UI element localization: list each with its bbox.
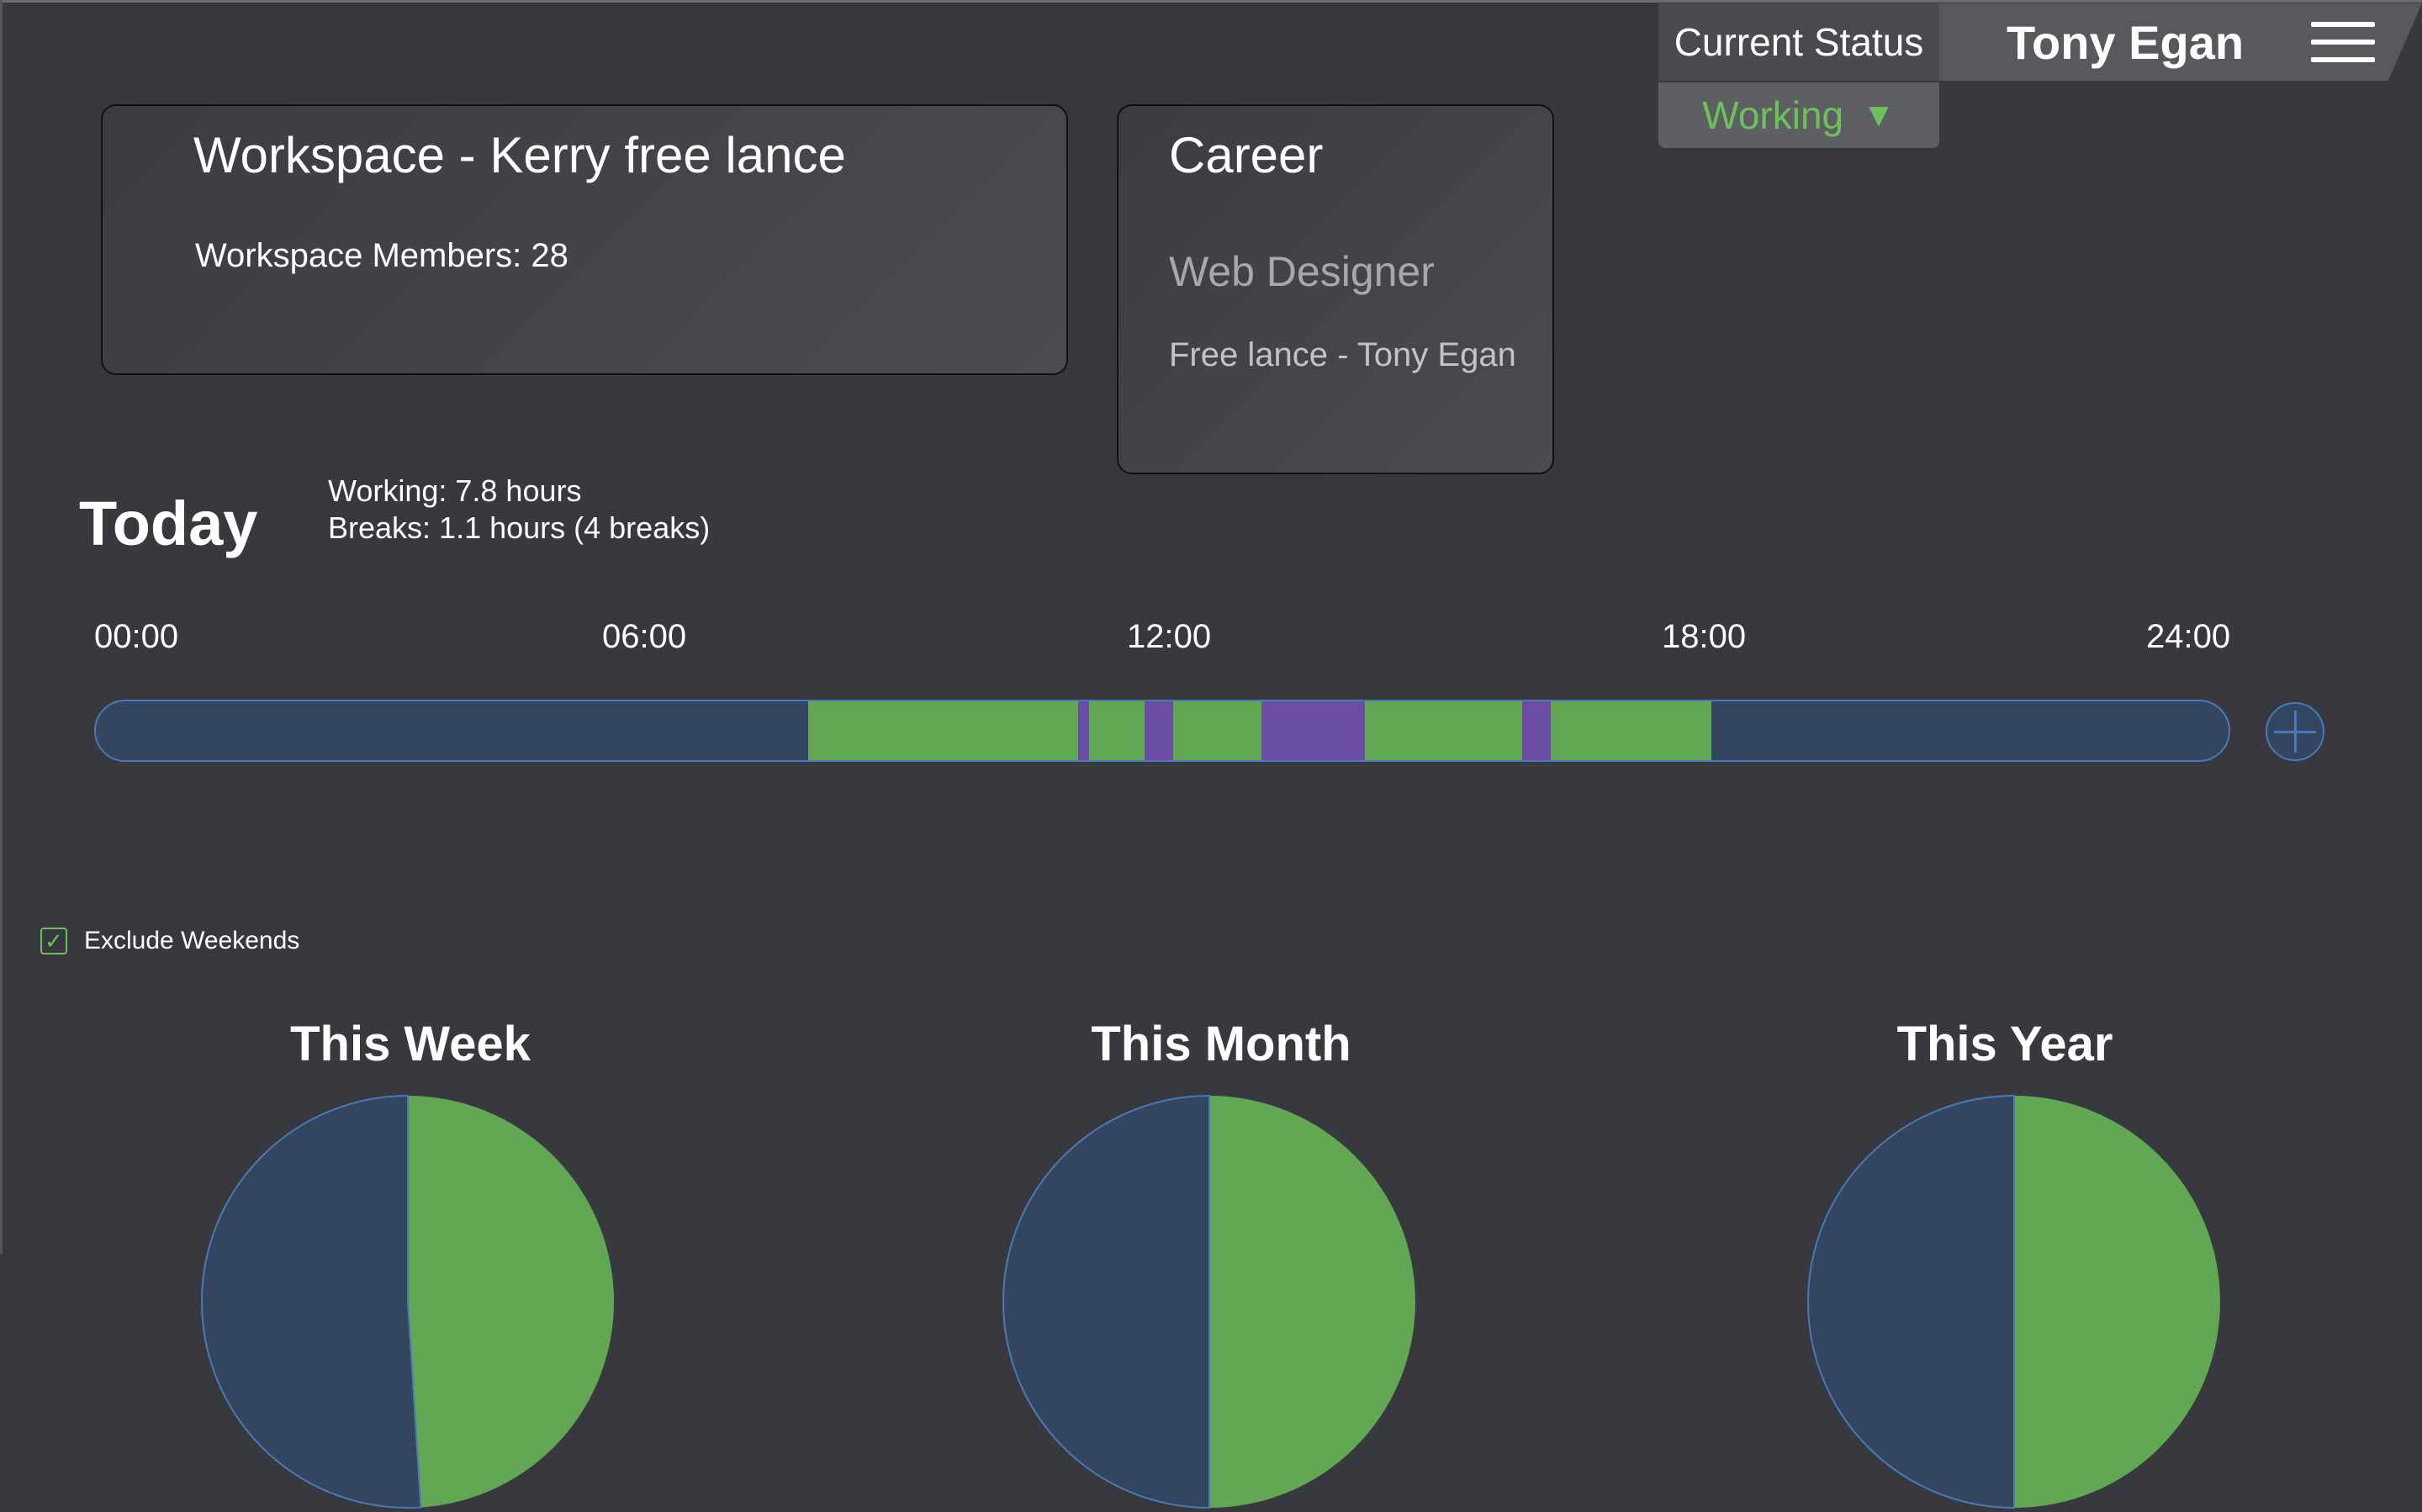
workspace-title: Workspace - Kerry free lance [193, 127, 846, 183]
exclude-weekends-label: Exclude Weekends [84, 927, 300, 954]
pie-slice-working [408, 1096, 614, 1508]
caret-down-icon: ▼ [1862, 96, 1896, 134]
pie-slice-other [1002, 1094, 1210, 1509]
career-card[interactable]: Career Web Designer Free lance - Tony Eg… [1117, 104, 1554, 474]
career-title: Career [1169, 127, 1324, 183]
tick-label: 18:00 [1662, 618, 1747, 655]
plus-circle-icon[interactable] [2266, 702, 2324, 761]
user-name: Tony Egan [2007, 15, 2245, 69]
timeline-break-segment[interactable] [1144, 701, 1173, 760]
status-dropdown[interactable]: Working ▼ [1658, 82, 1939, 148]
career-role: Web Designer [1169, 248, 1435, 295]
timeline-work-segment[interactable] [808, 701, 1078, 760]
month-pie-chart [1002, 1094, 1415, 1509]
day-timeline[interactable] [94, 700, 2230, 762]
timeline-work-segment[interactable] [1364, 701, 1522, 760]
workspace-members: Workspace Members: 28 [195, 237, 568, 274]
hamburger-menu-icon[interactable] [2311, 22, 2375, 62]
timeline-break-segment[interactable] [1261, 701, 1365, 760]
month-title: This Month [1091, 1017, 1351, 1071]
workspace-card[interactable]: Workspace - Kerry free lance Workspace M… [101, 104, 1068, 375]
tick-label: 12:00 [1127, 618, 1212, 655]
window-left-border [0, 0, 3, 1254]
today-stats: Working: 7.8 hours Breaks: 1.1 hours (4 … [328, 473, 710, 547]
status-value: Working [1702, 93, 1844, 137]
timeline-break-segment[interactable] [1521, 701, 1551, 760]
pie-slice-other [1807, 1094, 2015, 1509]
week-pie-chart [201, 1094, 614, 1509]
year-pie-chart [1807, 1094, 2220, 1509]
exclude-weekends-checkbox[interactable]: ✓ [40, 928, 67, 954]
week-title: This Week [290, 1017, 531, 1071]
break-hours: Breaks: 1.1 hours (4 breaks) [328, 510, 711, 545]
pie-slice-working [1209, 1096, 1415, 1508]
timeline-break-segment[interactable] [1077, 701, 1090, 760]
timeline-work-segment[interactable] [1172, 701, 1262, 760]
working-hours: Working: 7.8 hours [328, 473, 582, 508]
pie-slice-working [2014, 1096, 2220, 1508]
timeline-work-segment[interactable] [1550, 701, 1711, 760]
pie-slice-other [201, 1094, 422, 1509]
career-company: Free lance - Tony Egan [1169, 336, 1516, 373]
window-top-border [0, 0, 2422, 3]
current-status-text: Current Status [1674, 20, 1924, 64]
current-status-label: Current Status [1658, 3, 1939, 81]
tick-label: 00:00 [94, 618, 179, 655]
tick-label: 24:00 [2146, 618, 2231, 655]
checkmark-icon: ✓ [45, 928, 63, 954]
user-header: Tony Egan [1939, 3, 2422, 81]
year-title: This Year [1896, 1017, 2113, 1071]
tick-label: 06:00 [602, 618, 687, 655]
today-title: Today [79, 489, 258, 558]
timeline-work-segment[interactable] [1089, 701, 1145, 760]
